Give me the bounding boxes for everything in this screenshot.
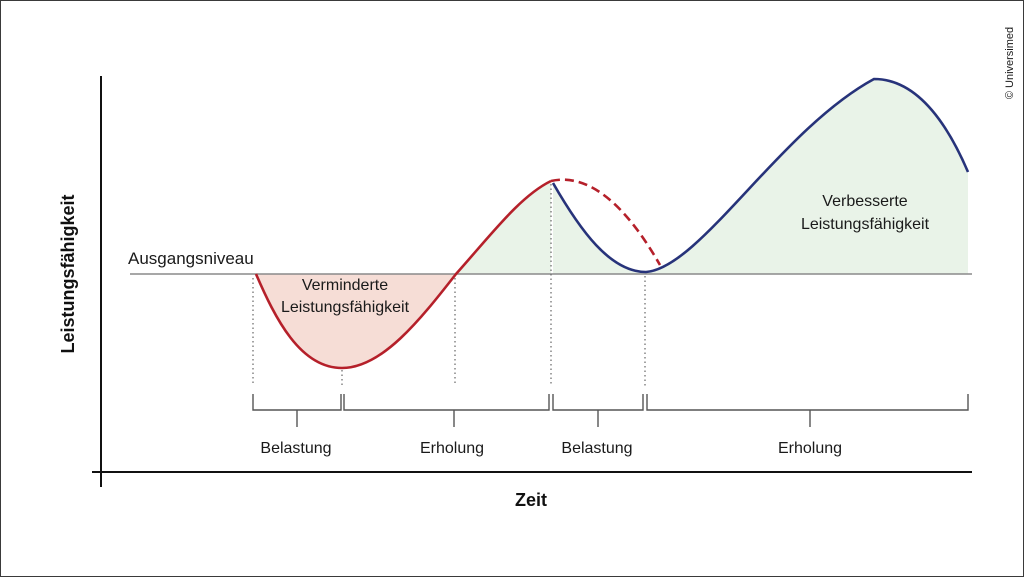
improved-label-line2: Leistungsfähigkeit <box>801 216 930 233</box>
blue-performance-curve <box>551 77 970 274</box>
improved-performance-area-1 <box>456 181 551 274</box>
x-axis-title: Zeit <box>515 490 547 510</box>
bracket-belastung-2 <box>552 394 644 427</box>
reduced-performance-area <box>256 274 456 368</box>
improved-performance-area-2 <box>553 79 968 274</box>
phase-label-belastung-1: Belastung <box>260 440 331 457</box>
phase-label-belastung-2: Belastung <box>561 440 632 457</box>
reduced-label-line2: Leistungsfähigkeit <box>281 299 410 316</box>
y-axis-title: Leistungsfähigkeit <box>58 194 78 353</box>
reduced-label-line1: Verminderte <box>302 277 388 294</box>
phase-label-erholung-1: Erholung <box>420 440 484 457</box>
copyright-notice: © Universimed <box>1004 27 1016 99</box>
red-dashed-continuation <box>550 178 662 266</box>
red-performance-curve <box>254 179 552 370</box>
bracket-erholung-2 <box>646 394 969 427</box>
improved-label-line1: Verbesserte <box>822 193 907 210</box>
phase-markers <box>252 184 646 386</box>
bracket-belastung-1 <box>252 394 342 427</box>
baseline-label: Ausgangsniveau <box>128 249 254 268</box>
phase-label-erholung-2: Erholung <box>778 440 842 457</box>
bracket-erholung-1 <box>343 394 550 427</box>
phase-brackets <box>252 394 969 427</box>
